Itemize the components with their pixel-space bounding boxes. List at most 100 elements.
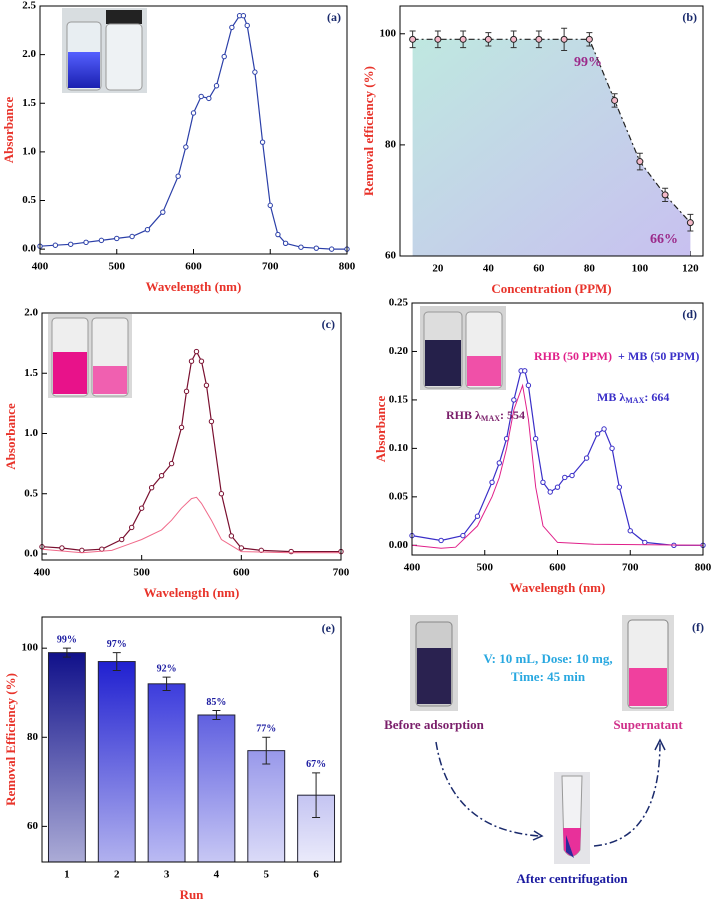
marker [79,547,85,554]
y-axis-title: Absorbance [373,396,388,463]
diagram: (f) V: 10 mL, Dose: 10 mg, Time: 45 min … [384,615,704,886]
x-tick-label: 5 [264,869,270,881]
plot-frame [39,5,348,255]
marker [198,93,204,100]
marker [148,485,155,491]
marker [267,202,273,209]
x-tick-label: 400 [32,261,49,273]
marker [409,35,417,43]
panel-label: (d) [682,307,697,321]
y-axis-title: Absorbance [1,97,16,164]
panel-label: (c) [322,317,335,331]
panel: 60 80 100 20 40 60 80 100 120 Concentration (PPM)… [361,5,704,296]
y-tick-label: 0.5 [22,194,36,206]
line [41,496,341,554]
marker [244,22,250,29]
marker [175,173,181,179]
x-tick-label: 600 [233,567,250,579]
panel: 0.0 0.5 1.0 1.5 2.0 400 500 600 700 Wavelength (n… [3,307,350,600]
error-bar [212,710,221,720]
marker [547,489,553,495]
marker [686,219,694,227]
y-tick-label: 2.0 [24,307,38,319]
x-tick-label: 6 [313,869,319,881]
line [411,383,704,549]
x-tick-label: 800 [695,562,712,574]
marker [68,241,74,247]
marker [438,537,444,544]
marker [560,35,568,43]
x-tick-label: 600 [185,261,202,273]
y-tick-label: 0.05 [389,490,409,502]
plot-frame [41,616,342,863]
arrow [593,741,661,847]
y-tick-label: 2.0 [22,48,36,60]
annotation: 99% [574,55,602,70]
x-axis-title: Wavelength (nm) [510,580,606,595]
x-tick-label: 700 [622,562,639,574]
marker [52,242,59,248]
value-label: 67% [306,759,326,770]
marker [636,158,644,166]
marker [460,532,466,539]
panel-label: (e) [322,621,335,635]
marker [585,35,593,43]
value-label: 99% [57,634,77,645]
x-tick-label: 40 [483,263,495,275]
conditions: Time: 45 min [511,669,586,684]
marker [562,474,568,481]
arrow [435,741,541,837]
x-tick-label: 20 [432,263,444,275]
marker [129,524,135,531]
x-tick-label: 3 [164,869,170,881]
x-tick-label: 600 [549,562,566,574]
marker [129,233,135,240]
marker [540,479,546,486]
area [412,39,691,256]
marker [83,239,89,246]
value-label: 92% [157,663,177,674]
marker [554,484,561,490]
marker [198,358,205,364]
marker [183,144,189,150]
marker [238,545,245,551]
marker [178,424,185,431]
marker [208,418,215,425]
marker [594,431,601,437]
panel-label: (b) [682,10,697,24]
y-tick-label: 0.0 [24,548,38,560]
marker [601,426,607,432]
x-tick-label: 120 [682,263,699,275]
bar [97,661,136,863]
x-tick-label: 60 [533,263,545,275]
marker [496,460,502,466]
marker [642,539,648,546]
value-label: 97% [107,639,127,650]
x-axis-title: Wavelength (nm) [146,279,242,294]
y-tick-label: 0.25 [389,297,409,309]
x-tick-label: 1 [64,869,70,881]
x-tick-label: 400 [34,567,51,579]
marker [119,536,125,543]
marker [298,244,304,250]
value-label: 77% [256,724,276,735]
x-axis-title: Wavelength (nm) [144,585,240,600]
x-tick-label: 4 [214,869,220,881]
marker [138,505,145,511]
panel-label: (a) [327,10,341,24]
y-tick-label: 80 [385,138,397,150]
marker [98,237,105,244]
x-tick-label: 500 [133,567,150,579]
error-bar [162,676,171,691]
y-tick-label: 0.00 [389,539,409,551]
panel: 0.00 0.05 0.10 0.15 0.20 0.25 400 500 600 700 800 W… [373,297,712,595]
y-tick-label: 2.5 [22,0,36,12]
marker [275,231,281,238]
annotation: MB (50 PPM) [628,349,699,363]
y-tick-label: 60 [27,820,39,832]
plot-frame [399,5,704,257]
x-tick-label: 2 [114,869,120,881]
y-tick-label: 0.5 [24,487,38,499]
conditions: V: 10 mL, Dose: 10 mg, [483,651,612,666]
x-tick-label: 500 [109,261,126,273]
